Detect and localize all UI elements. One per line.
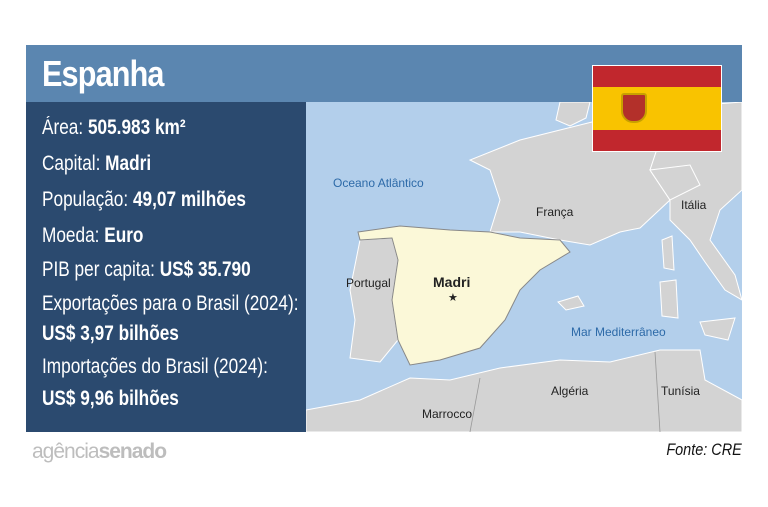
label-portugal: Portugal — [346, 276, 391, 290]
page-title: Espanha — [42, 53, 164, 94]
label-capital: Madri — [433, 274, 471, 290]
fact-exports-label: Exportações para o Brasil (2024): — [42, 292, 299, 315]
label-italy: Itália — [681, 198, 707, 212]
label-ocean: Oceano Atlântico — [333, 176, 424, 190]
spain-highlight — [357, 225, 571, 366]
corsica — [661, 235, 675, 271]
balearics — [557, 295, 585, 311]
fact-gdp: PIB per capita: US$ 35.790 — [42, 258, 251, 281]
fact-currency: Moeda: Euro — [42, 224, 144, 247]
sicily — [699, 317, 736, 341]
switzerland-land — [649, 164, 701, 201]
label-mediterranean: Mar Mediterrâneo — [571, 325, 666, 339]
map: Oceano Atlântico França Itália Portugal … — [306, 102, 742, 432]
agencia-senado-logo: agênciasenado — [32, 440, 167, 463]
portugal-land — [349, 237, 399, 363]
sardinia — [659, 279, 679, 319]
fact-exports-value: US$ 3,97 bilhões — [42, 322, 179, 345]
label-france: França — [536, 205, 574, 219]
source-note: Fonte: CRE — [666, 440, 742, 459]
label-tunisia: Tunísia — [661, 384, 700, 398]
fact-imports-value: US$ 9,96 bilhões — [42, 387, 179, 410]
uk-land — [555, 102, 591, 127]
label-morocco: Marrocco — [422, 407, 473, 421]
africa-land — [306, 349, 742, 432]
coat-of-arms-icon — [621, 93, 647, 123]
fact-capital: Capital: Madri — [42, 152, 152, 175]
facts-panel: Área: 505.983 km² Capital: Madri Populaç… — [26, 102, 306, 432]
fact-area: Área: 505.983 km² — [42, 116, 186, 139]
fact-imports-label: Importações do Brasil (2024): — [42, 355, 268, 378]
fact-population: População: 49,07 milhões — [42, 188, 246, 211]
capital-star-icon: ★ — [448, 292, 458, 304]
spain-flag — [592, 65, 722, 152]
label-algeria: Algéria — [551, 384, 589, 398]
